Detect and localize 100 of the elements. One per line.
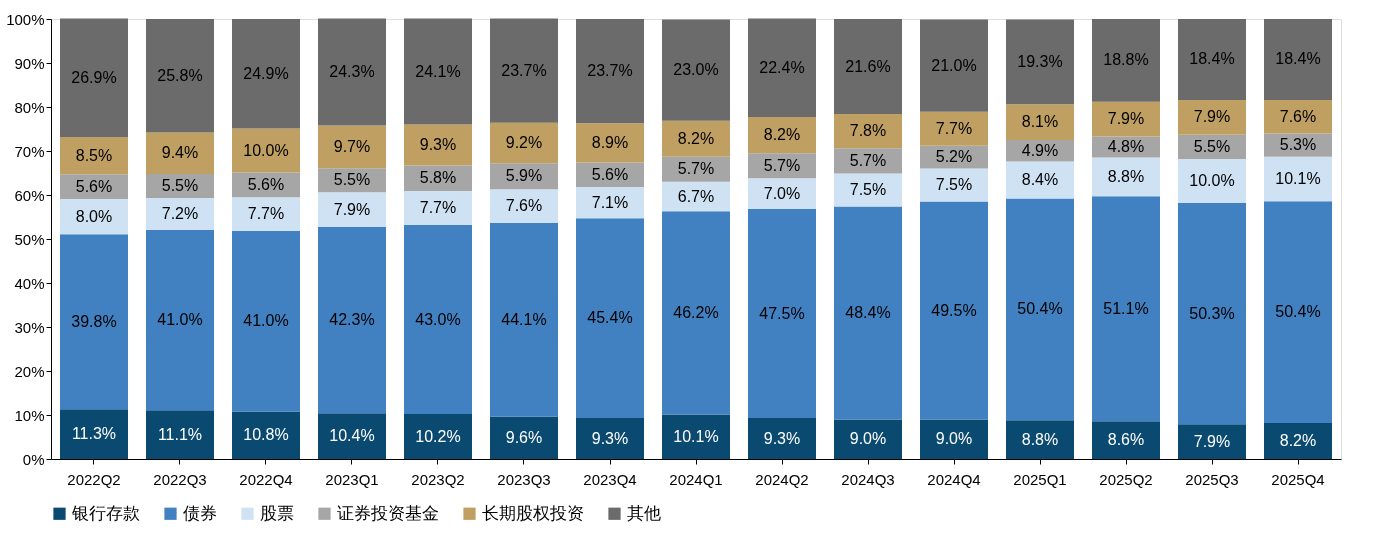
bar bbox=[834, 206, 902, 420]
bar bbox=[146, 132, 214, 174]
data-label: 11.3% bbox=[71, 425, 117, 443]
data-label: 10.0% bbox=[1189, 171, 1235, 189]
data-label: 7.9% bbox=[1193, 432, 1231, 450]
x-tick-label: 2024Q1 bbox=[669, 470, 723, 488]
x-tick-label: 2025Q1 bbox=[1013, 470, 1067, 488]
x-tick-label: 2024Q4 bbox=[927, 470, 981, 488]
data-label: 7.9% bbox=[1193, 108, 1231, 126]
y-tick-label: 100% bbox=[6, 10, 45, 28]
data-label: 7.7% bbox=[935, 119, 973, 137]
data-label: 7.2% bbox=[161, 204, 199, 222]
bar bbox=[60, 234, 128, 410]
data-label: 50.4% bbox=[1275, 303, 1321, 321]
data-label: 8.0% bbox=[75, 207, 113, 225]
bar bbox=[404, 124, 472, 166]
data-label: 5.6% bbox=[75, 177, 113, 195]
bar bbox=[1178, 424, 1246, 459]
bar bbox=[146, 19, 214, 133]
legend-label: 股票 bbox=[260, 503, 294, 523]
data-label: 51.1% bbox=[1103, 299, 1149, 317]
bar bbox=[232, 128, 300, 173]
bar bbox=[1264, 156, 1332, 202]
bar bbox=[1092, 421, 1160, 459]
data-label: 9.0% bbox=[935, 430, 973, 448]
bar bbox=[834, 419, 902, 459]
data-label: 5.5% bbox=[333, 171, 371, 189]
y-tick-label: 10% bbox=[14, 406, 45, 424]
data-label: 23.7% bbox=[587, 62, 633, 80]
x-tick-label: 2022Q4 bbox=[239, 470, 293, 488]
data-label: 23.0% bbox=[673, 61, 719, 79]
bar bbox=[748, 209, 816, 419]
bar bbox=[1264, 19, 1332, 100]
bar bbox=[1006, 161, 1074, 199]
x-tick-label: 2023Q3 bbox=[497, 470, 551, 488]
x-tick-label: 2025Q4 bbox=[1271, 470, 1325, 488]
data-label: 24.1% bbox=[415, 62, 461, 80]
bar bbox=[920, 111, 988, 146]
data-label: 5.2% bbox=[935, 148, 973, 166]
bar bbox=[576, 218, 644, 419]
data-label: 10.0% bbox=[243, 141, 289, 159]
data-label: 7.0% bbox=[763, 184, 801, 202]
data-label: 48.4% bbox=[845, 303, 891, 321]
data-label: 5.7% bbox=[849, 151, 887, 169]
data-label: 43.0% bbox=[415, 310, 461, 328]
y-tick-label: 40% bbox=[14, 274, 45, 292]
data-label: 6.7% bbox=[677, 187, 715, 205]
data-label: 5.5% bbox=[161, 176, 199, 194]
data-label: 19.3% bbox=[1017, 52, 1063, 70]
bar bbox=[662, 414, 730, 459]
y-tick-label: 20% bbox=[14, 362, 45, 380]
data-label: 44.1% bbox=[501, 310, 547, 328]
bar bbox=[748, 178, 816, 210]
data-label: 8.4% bbox=[1021, 171, 1059, 189]
data-label: 7.6% bbox=[505, 197, 543, 214]
bar bbox=[490, 222, 558, 417]
data-label: 7.6% bbox=[1279, 107, 1317, 125]
data-label: 7.9% bbox=[333, 200, 371, 218]
data-label: 10.4% bbox=[329, 427, 375, 445]
bar bbox=[490, 189, 558, 223]
data-label: 18.4% bbox=[1189, 50, 1235, 68]
bar bbox=[834, 19, 902, 115]
bar bbox=[1006, 104, 1074, 140]
bar bbox=[748, 18, 816, 118]
bar bbox=[490, 416, 558, 459]
bar bbox=[662, 211, 730, 415]
y-tick-label: 50% bbox=[14, 230, 45, 248]
bar bbox=[1092, 19, 1160, 102]
data-label: 50.3% bbox=[1189, 304, 1235, 322]
data-label: 7.1% bbox=[591, 193, 629, 211]
data-label: 10.8% bbox=[243, 426, 289, 444]
data-label: 8.6% bbox=[1107, 431, 1145, 449]
data-label: 5.5% bbox=[1193, 137, 1231, 155]
data-label: 5.7% bbox=[763, 156, 801, 174]
bar bbox=[576, 418, 644, 459]
data-label: 8.5% bbox=[75, 146, 113, 164]
data-label: 10.1% bbox=[673, 427, 719, 445]
bar bbox=[748, 418, 816, 459]
bar bbox=[318, 192, 386, 228]
data-label: 5.7% bbox=[677, 160, 715, 178]
bar bbox=[490, 18, 558, 123]
bar bbox=[232, 197, 300, 232]
bar bbox=[576, 19, 644, 124]
legend-label: 证券投资基金 bbox=[337, 503, 439, 523]
bar bbox=[232, 411, 300, 459]
data-label: 5.8% bbox=[419, 169, 457, 187]
x-tick-label: 2022Q3 bbox=[153, 470, 207, 488]
bar bbox=[1006, 19, 1074, 105]
legend-label: 银行存款 bbox=[71, 503, 140, 523]
data-label: 42.3% bbox=[329, 311, 375, 329]
data-label: 10.2% bbox=[415, 427, 461, 445]
data-label: 9.0% bbox=[849, 430, 887, 448]
bar bbox=[920, 419, 988, 459]
data-label: 47.5% bbox=[759, 304, 805, 322]
x-tick-label: 2023Q1 bbox=[325, 470, 379, 488]
legend-label: 长期股权投资 bbox=[482, 503, 584, 523]
data-label: 8.2% bbox=[763, 126, 801, 144]
bar bbox=[1178, 158, 1246, 203]
data-label: 5.3% bbox=[1279, 136, 1317, 154]
data-label: 9.3% bbox=[419, 136, 457, 154]
